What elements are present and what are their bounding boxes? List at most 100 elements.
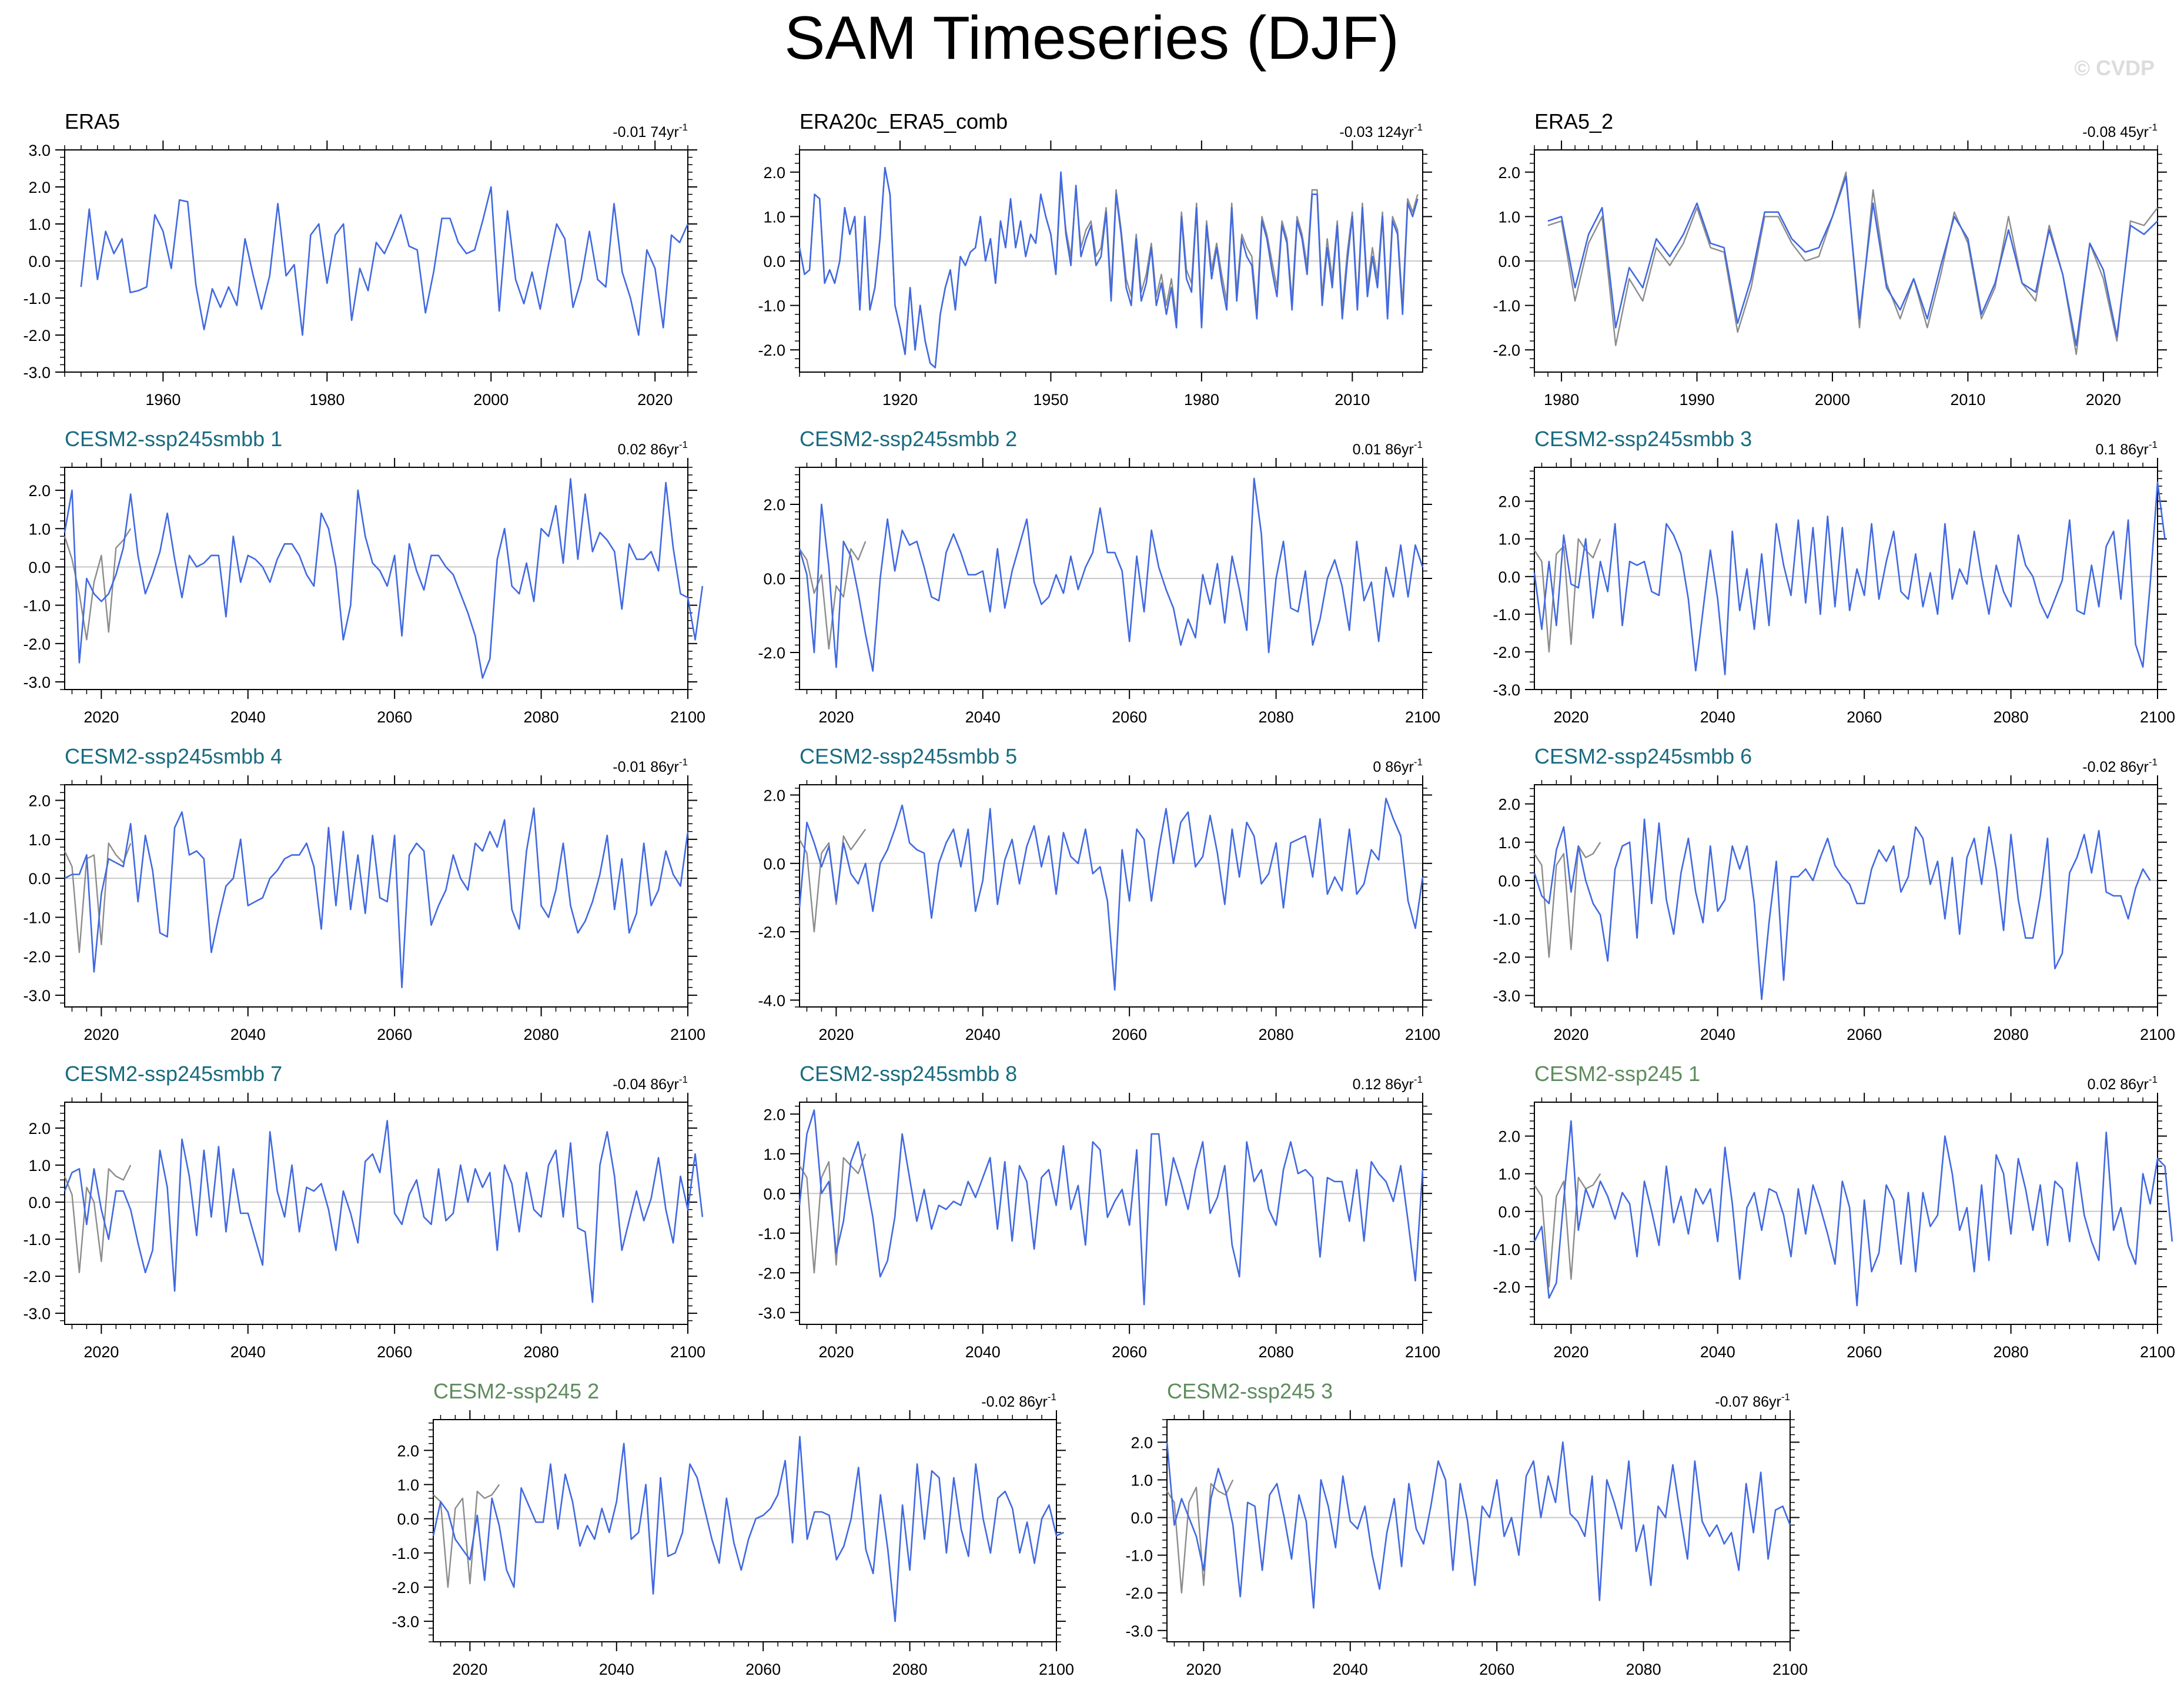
panel-cesm2-ssp245smbb-1: CESM2-ssp245smbb 1 0.02 86yr-1 2020 2040 206… <box>23 427 705 726</box>
x-tick-label: 2000 <box>473 391 509 409</box>
x-tick-label: 2100 <box>670 708 705 726</box>
series-line <box>1547 176 2158 346</box>
y-tick-label: 2.0 <box>1498 796 1520 814</box>
y-tick-label: 0.0 <box>28 1194 51 1212</box>
y-tick-label: 0.0 <box>28 558 51 576</box>
y-tick-label: 2.0 <box>397 1442 419 1460</box>
trend-label: 0 86yr-1 <box>1373 757 1423 775</box>
trend-label: -0.02 86yr-1 <box>2082 757 2158 775</box>
trend-label: -0.04 86yr-1 <box>613 1074 688 1093</box>
y-tick-label: -2.0 <box>1125 1585 1153 1602</box>
panel-cesm2-ssp245-2: CESM2-ssp245 2 -0.02 86yr-1 2020 2040 2060 20… <box>392 1379 1074 1678</box>
x-tick-label: 2020 <box>83 1343 119 1361</box>
y-tick-label: -1.0 <box>23 909 51 926</box>
reference-series-line <box>63 1164 132 1274</box>
trend-unit: yr <box>1402 441 1414 458</box>
x-tick-label: 2040 <box>230 708 266 726</box>
trend-exponent: -1 <box>1781 1391 1790 1403</box>
series-line <box>80 186 689 336</box>
y-tick-label: -1.0 <box>1493 911 1520 928</box>
panel-title: CESM2-ssp245 1 <box>1534 1062 1700 1086</box>
x-tick-label: 2040 <box>1333 1661 1368 1678</box>
trend-unit: yr <box>667 1076 679 1093</box>
trend-exponent: -1 <box>1048 1391 1056 1403</box>
trend-unit: yr <box>2136 441 2149 458</box>
y-tick-label: -2.0 <box>1493 949 1520 966</box>
y-tick-label: 1.0 <box>1498 208 1520 226</box>
series-line <box>64 807 689 989</box>
y-tick-label: 2.0 <box>1498 164 1520 182</box>
x-tick-label: 2080 <box>1259 708 1294 726</box>
x-tick-label: 2010 <box>1950 391 1985 409</box>
x-tick-label: 2020 <box>83 1026 119 1043</box>
panel-cesm2-ssp245smbb-8: CESM2-ssp245smbb 8 0.12 86yr-1 2020 2040 206… <box>758 1062 1440 1361</box>
trend-unit: yr <box>1769 1394 1781 1410</box>
x-tick-label: 2080 <box>1994 1343 2029 1361</box>
y-tick-label: -3.0 <box>1493 681 1520 699</box>
series-line <box>1533 481 2166 675</box>
x-tick-label: 1950 <box>1033 391 1068 409</box>
trend-value: -0.02 86 <box>981 1394 1035 1410</box>
trend-exponent: -1 <box>2149 1074 2158 1085</box>
y-tick-label: -2.0 <box>758 644 785 662</box>
trend-unit: yr <box>667 124 679 140</box>
y-tick-label: 0.0 <box>1498 1203 1520 1221</box>
series-line <box>798 166 1419 369</box>
trend-value: -0.02 86 <box>2082 759 2136 775</box>
trend-exponent: -1 <box>679 122 688 133</box>
trend-label: -0.07 86yr-1 <box>1715 1391 1790 1410</box>
series-line <box>63 478 704 679</box>
y-tick-label: 3.0 <box>28 142 51 159</box>
x-tick-label: 2080 <box>524 1343 559 1361</box>
trend-unit: yr <box>667 441 679 458</box>
x-tick-label: 2020 <box>1553 708 1588 726</box>
y-tick-label: -2.0 <box>392 1579 419 1597</box>
series-line <box>63 1120 704 1303</box>
x-tick-label: 2040 <box>965 1343 1001 1361</box>
y-tick-label: 1.0 <box>28 1157 51 1174</box>
y-tick-label: 1.0 <box>28 520 51 538</box>
x-tick-label: 2010 <box>1335 391 1370 409</box>
trend-value: 0.02 86 <box>618 441 667 458</box>
trend-value: -0.01 74 <box>613 124 667 140</box>
trend-value: -0.03 124 <box>1339 124 1402 140</box>
x-tick-label: 2040 <box>1700 1343 1735 1361</box>
panel-title: CESM2-ssp245smbb 1 <box>65 427 282 451</box>
x-tick-label: 2040 <box>599 1661 634 1678</box>
trend-exponent: -1 <box>1414 1074 1423 1085</box>
trend-unit: yr <box>2136 1076 2149 1093</box>
panel-title: CESM2-ssp245smbb 6 <box>1534 744 1752 768</box>
x-tick-label: 2060 <box>745 1661 781 1678</box>
panel-title: ERA20c_ERA5_comb <box>800 109 1008 133</box>
trend-label: -0.01 74yr-1 <box>613 122 688 140</box>
x-tick-label: 2060 <box>1847 1343 1882 1361</box>
panel-cesm2-ssp245smbb-7: CESM2-ssp245smbb 7 -0.04 86yr-1 2020 2040 20… <box>23 1062 705 1361</box>
trend-exponent: -1 <box>679 1074 688 1085</box>
panel-cesm2-ssp245smbb-3: CESM2-ssp245smbb 3 0.1 86yr-1 2020 2040 2060… <box>1493 427 2175 726</box>
x-tick-label: 2020 <box>818 1026 854 1043</box>
plot-frame <box>799 1102 1423 1325</box>
y-tick-label: 2.0 <box>763 496 785 514</box>
x-tick-label: 2080 <box>1259 1343 1294 1361</box>
x-tick-label: 2020 <box>1553 1343 1588 1361</box>
y-tick-label: -4.0 <box>758 992 785 1009</box>
trend-label: 0.1 86yr-1 <box>2096 439 2158 458</box>
y-tick-label: -2.0 <box>23 327 51 344</box>
x-tick-label: 2080 <box>524 708 559 726</box>
x-tick-label: 2100 <box>2140 1343 2175 1361</box>
y-tick-label: -1.0 <box>392 1545 419 1562</box>
plot-frame <box>1534 1102 2158 1325</box>
x-tick-label: 2060 <box>1847 1026 1882 1043</box>
y-tick-label: 0.0 <box>763 855 785 873</box>
y-tick-label: 2.0 <box>1498 493 1520 511</box>
trend-label: 0.01 86yr-1 <box>1353 439 1423 458</box>
reference-series-line <box>433 1484 500 1588</box>
plot-frame <box>1166 1419 1791 1642</box>
panel-title: CESM2-ssp245smbb 7 <box>65 1062 282 1086</box>
series-line <box>1166 1441 1791 1609</box>
y-tick-label: -3.0 <box>23 364 51 382</box>
y-tick-label: -3.0 <box>23 674 51 691</box>
trend-label: -0.03 124yr-1 <box>1339 122 1423 140</box>
series-line <box>798 477 1424 672</box>
